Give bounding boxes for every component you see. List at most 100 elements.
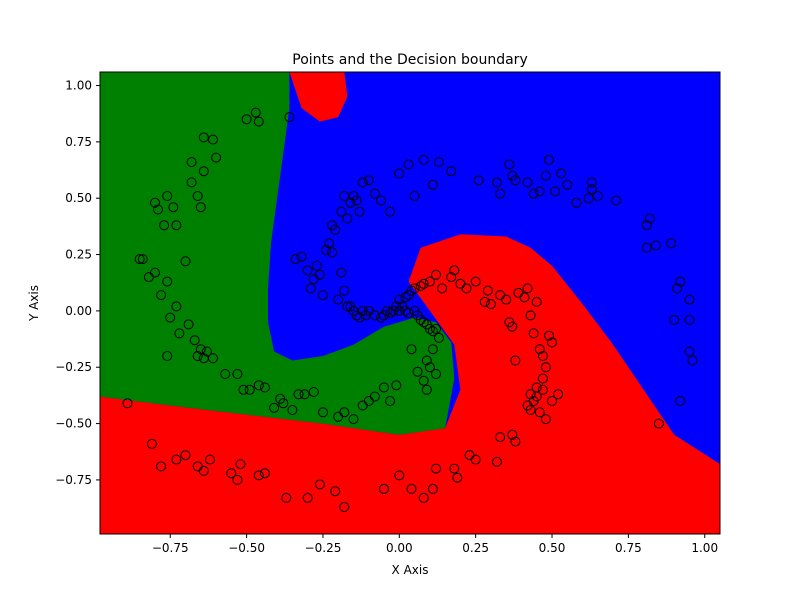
scatter-point [369, 188, 380, 199]
scatter-point [180, 450, 191, 461]
scatter-point [241, 114, 252, 125]
scatter-point [302, 492, 313, 503]
scatter-point [684, 346, 695, 357]
plot-area [100, 72, 720, 534]
scatter-point [330, 486, 341, 497]
scatter-point [424, 323, 435, 334]
scatter-point [290, 254, 301, 265]
scatter-point [418, 375, 429, 386]
scatter-point [183, 319, 194, 330]
x-axis-ticks: −0.75 −0.50 −0.25 0.00 0.25 0.50 0.75 1.00 [152, 534, 718, 555]
scatter-point [284, 112, 295, 123]
scatter-point [437, 283, 448, 294]
scatter-point [382, 305, 393, 316]
scatter-point [327, 247, 338, 258]
scatter-point [324, 238, 335, 249]
scatter-point [534, 407, 545, 418]
scatter-point [482, 285, 493, 296]
scatter-point [650, 240, 661, 251]
scatter-point [492, 456, 502, 467]
chart-title: Points and the Decision boundary [292, 52, 527, 68]
scatter-point [318, 407, 328, 418]
x-tick-label: 0.00 [386, 541, 413, 555]
scatter-point [586, 177, 597, 188]
scatter-point [525, 389, 536, 400]
scatter-point [424, 362, 435, 373]
scatter-point [137, 254, 148, 265]
scatter-point [171, 220, 182, 231]
scatter-point [250, 107, 261, 118]
scatter-point [220, 369, 231, 379]
scatter-point [394, 168, 405, 179]
scatter-point [345, 197, 356, 208]
scatter-point [269, 402, 280, 413]
scatter-point [562, 179, 573, 190]
scatter-point [238, 384, 249, 395]
y-tick-label: 0.50 [65, 191, 92, 205]
scatter-point [675, 276, 686, 287]
scatter-point [431, 323, 441, 334]
scatter-point [189, 335, 200, 346]
scatter-point [339, 285, 350, 296]
scatter-point [495, 432, 506, 443]
scatter-point [510, 436, 521, 447]
scatter-point [406, 344, 417, 355]
scatter-point [232, 474, 243, 485]
scatter-point [583, 193, 594, 204]
y-axis-label: Y Axis [27, 285, 41, 322]
scatter-point [534, 186, 545, 197]
scatter-point [174, 328, 185, 339]
scatter-point [336, 206, 347, 217]
scatter-point [150, 267, 160, 278]
scatter-point [415, 281, 426, 292]
scatter-point [544, 154, 554, 165]
scatter-point [192, 191, 203, 201]
scatter-point [253, 470, 264, 481]
y-tick-label: −0.25 [55, 360, 92, 374]
scatter-point [528, 328, 539, 339]
x-tick-label: 1.00 [691, 541, 718, 555]
scatter-point [134, 254, 145, 265]
x-tick-label: −0.75 [152, 541, 189, 555]
scatter-point [418, 154, 429, 165]
scatter-point [525, 405, 536, 415]
x-tick-label: −0.50 [228, 541, 265, 555]
scatter-point [501, 294, 512, 305]
scatter-point [644, 213, 655, 224]
scatter-point [687, 355, 698, 366]
scatter-point [446, 272, 457, 283]
scatter-point [525, 310, 536, 321]
decision-regions [100, 72, 720, 534]
scatter-point [259, 468, 270, 479]
scatter-point [351, 195, 362, 206]
scatter-point [672, 283, 683, 294]
scatter-point [308, 387, 319, 397]
decision-region-red-0 [100, 234, 720, 534]
scatter-point [201, 346, 212, 357]
scatter-point [611, 195, 622, 206]
scatter-point [522, 177, 533, 188]
scatter-point [171, 454, 182, 465]
scatter-point [537, 384, 548, 395]
scatter-point [479, 296, 490, 307]
scatter-point [504, 159, 515, 170]
scatter-point [586, 184, 597, 195]
scatter-point [418, 317, 429, 328]
scatter-point [666, 238, 677, 249]
scatter-point [492, 177, 502, 188]
scatter-point [531, 296, 542, 307]
scatter-point [592, 191, 603, 201]
x-axis-label: X Axis [392, 563, 429, 577]
scatter-point [253, 116, 264, 127]
scatter-point [186, 157, 197, 168]
scatter-point [547, 396, 557, 406]
scatter-point [653, 418, 664, 429]
scatter-point [452, 472, 463, 483]
x-tick-label: 0.50 [539, 541, 566, 555]
scatter-point [412, 366, 423, 377]
scatter-point [369, 391, 380, 402]
scatter-point [168, 202, 179, 213]
scatter-point [427, 179, 438, 190]
scatter-point [669, 314, 680, 325]
scatter-point [318, 290, 328, 301]
